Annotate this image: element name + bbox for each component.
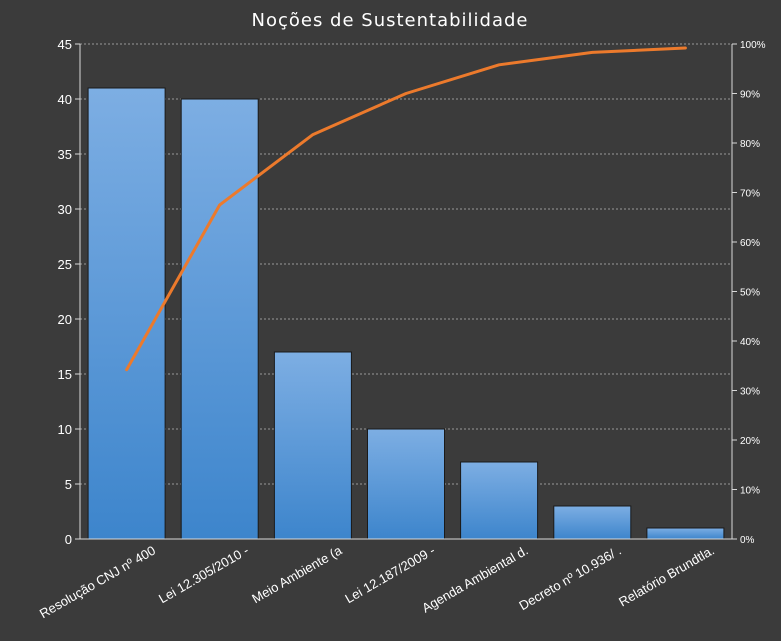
right-tick-label: 60% bbox=[740, 238, 760, 249]
cumulative-line-layer bbox=[125, 46, 687, 372]
left-tick-label: 15 bbox=[58, 367, 72, 382]
right-tick-label: 100% bbox=[740, 40, 766, 51]
right-tick-label: 50% bbox=[740, 288, 760, 299]
left-tick-label: 0 bbox=[65, 532, 72, 547]
category-label: Lei 12.305/2010 - bbox=[156, 543, 251, 607]
right-tick-label: 30% bbox=[740, 387, 760, 398]
right-tick-label: 0% bbox=[740, 535, 755, 546]
left-tick-label: 10 bbox=[58, 422, 72, 437]
bars bbox=[87, 87, 725, 540]
left-tick-label: 40 bbox=[58, 92, 72, 107]
bar bbox=[273, 351, 352, 540]
left-tick-label: 45 bbox=[58, 37, 72, 52]
category-label: Resolução CNJ nº 400 bbox=[37, 543, 158, 622]
right-tick-label: 20% bbox=[740, 436, 760, 447]
left-tick-label: 25 bbox=[58, 257, 72, 272]
category-label: Lei 12.187/2009 - bbox=[342, 543, 437, 607]
left-tick-label: 30 bbox=[58, 202, 72, 217]
bar bbox=[87, 87, 166, 540]
left-tick-label: 20 bbox=[58, 312, 72, 327]
right-axis-ticks: 0% 10% 20% 30% 40% 50% 60% 70% 80% 90% 100% bbox=[732, 40, 766, 546]
category-label: Decreto nº 10.936/ . bbox=[516, 543, 623, 614]
right-tick-label: 40% bbox=[740, 337, 760, 348]
cumulative-line bbox=[125, 46, 687, 372]
category-label: Meio Ambiente (a bbox=[249, 542, 345, 606]
bar bbox=[367, 428, 445, 540]
right-tick-label: 10% bbox=[740, 486, 760, 497]
right-tick-label: 90% bbox=[740, 90, 760, 101]
bar bbox=[460, 461, 539, 540]
left-tick-label: 5 bbox=[65, 477, 72, 492]
grid-lines bbox=[80, 43, 732, 485]
left-tick-label: 35 bbox=[58, 147, 72, 162]
bar bbox=[553, 505, 632, 540]
category-label: Relatório Brundtla. bbox=[616, 543, 717, 610]
right-tick-label: 80% bbox=[740, 139, 760, 150]
left-axis-ticks: 0 5 10 15 20 25 30 35 40 45 bbox=[58, 37, 80, 547]
bar bbox=[180, 98, 259, 540]
right-tick-label: 70% bbox=[740, 189, 760, 200]
bar bbox=[646, 527, 725, 540]
chart-title: Noções de Sustentabilidade bbox=[251, 10, 528, 31]
